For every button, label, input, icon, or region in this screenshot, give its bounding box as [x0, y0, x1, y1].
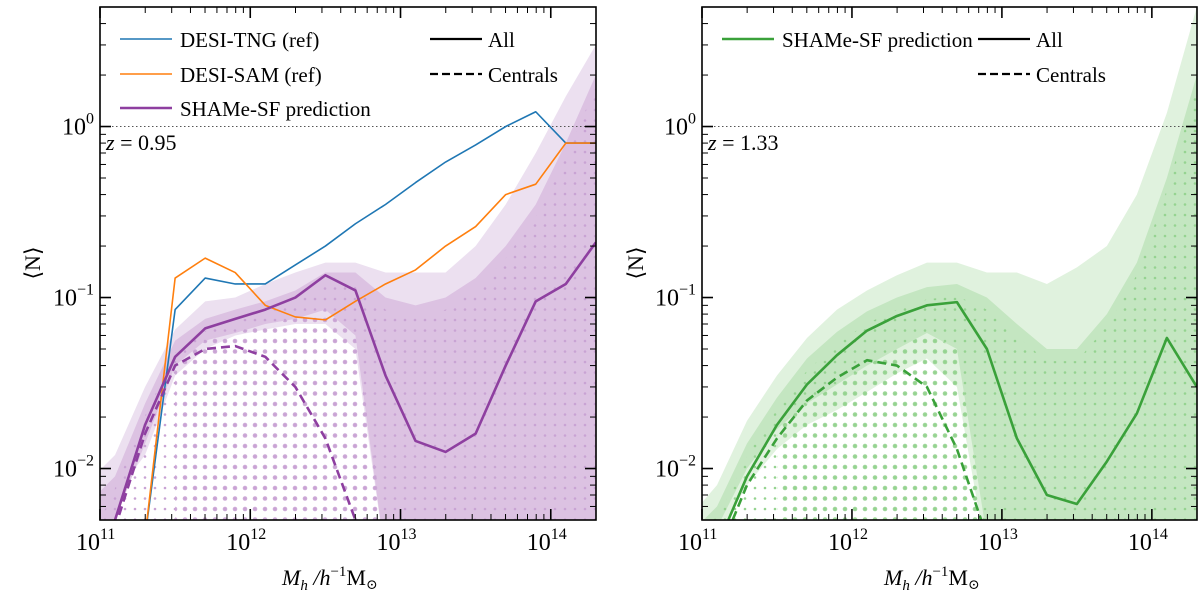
- legend-label-centrals: Centrals: [1036, 63, 1106, 87]
- y-tick-label: 10−1: [53, 282, 94, 312]
- x-tick-label: 1014: [1128, 526, 1168, 556]
- panel-left: 1011 1012 1013 1014 10−2 10−1 100 z = 0.95 Mh…: [20, 6, 597, 594]
- legend-label-centrals: Centrals: [488, 63, 558, 87]
- y-tick-label: 10−2: [53, 453, 94, 483]
- redshift-annotation: z = 0.95: [105, 130, 176, 155]
- svg-text:Mh /h−1M⊙: Mh /h−1M⊙: [883, 564, 980, 594]
- y-tick-label: 100: [62, 111, 94, 141]
- axis-ticks: [99, 6, 597, 521]
- panel-right: 1011 1012 1013 1014 10−2 10−1 100 z = 1.33 Mh…: [623, 6, 1198, 594]
- legend-label-shame-sf: SHAMe-SF prediction: [782, 28, 973, 52]
- legend-label-desi-tng: DESI-TNG (ref): [180, 28, 319, 52]
- plot-area-left: [100, 44, 596, 520]
- x-tick-label: 1013: [377, 526, 417, 556]
- dot-field-dense: [776, 333, 1017, 520]
- series-shame-sf-prediction-centrals: [116, 344, 357, 520]
- series-lines: [113, 110, 596, 520]
- plot-area-right: [702, 7, 1197, 520]
- axis-ticks: [701, 6, 1198, 521]
- y-tick-label: 100: [664, 111, 696, 141]
- legend-right: SHAMe-SF prediction All Centrals: [722, 28, 1106, 87]
- x-tick-label: 1012: [226, 526, 266, 556]
- x-tick-label: 1013: [978, 526, 1018, 556]
- y-tick-labels: 10−2 10−1 100: [53, 111, 94, 483]
- x-tick-label: 1011: [76, 526, 115, 556]
- legend-label-desi-sam: DESI-SAM (ref): [180, 63, 322, 87]
- dot-density-field: [100, 87, 596, 520]
- x-axis-label: Mh /h−1M⊙: [883, 564, 980, 594]
- dot-field-dense: [175, 309, 416, 520]
- y-tick-labels: 10−2 10−1 100: [655, 111, 696, 483]
- legend-label-shame-sf: SHAMe-SF prediction: [180, 97, 371, 121]
- legend-label-all: All: [488, 28, 515, 52]
- axes-frame: [99, 6, 597, 521]
- y-tick-label: 10−1: [655, 282, 696, 312]
- legend-label-all: All: [1036, 28, 1063, 52]
- y-axis-label: ⟨N⟩: [623, 246, 648, 279]
- svg-text:Mh /h−1M⊙: Mh /h−1M⊙: [281, 564, 378, 594]
- series-shame-sf-prediction-all: [113, 241, 596, 520]
- x-axis-label: Mh /h−1M⊙: [281, 564, 378, 594]
- x-tick-label: 1012: [828, 526, 868, 556]
- series-desi-sam-ref-all: [146, 142, 596, 520]
- series-lines: [726, 300, 1197, 520]
- legend-left: DESI-TNG (ref) DESI-SAM (ref) SHAMe-SF p…: [120, 28, 558, 121]
- x-tick-labels: 1011 1012 1013 1014: [678, 526, 1168, 556]
- axes-frame: [701, 6, 1198, 521]
- y-tick-label: 10−2: [655, 453, 696, 483]
- redshift-annotation: z = 1.33: [707, 130, 778, 155]
- y-axis-label: ⟨N⟩: [20, 246, 45, 279]
- series-shame-sf-prediction-all: [726, 300, 1197, 520]
- series-desi-tng-ref-all: [146, 110, 596, 520]
- x-tick-labels: 1011 1012 1013 1014: [76, 526, 567, 556]
- x-tick-label: 1014: [527, 526, 567, 556]
- x-tick-label: 1011: [678, 526, 717, 556]
